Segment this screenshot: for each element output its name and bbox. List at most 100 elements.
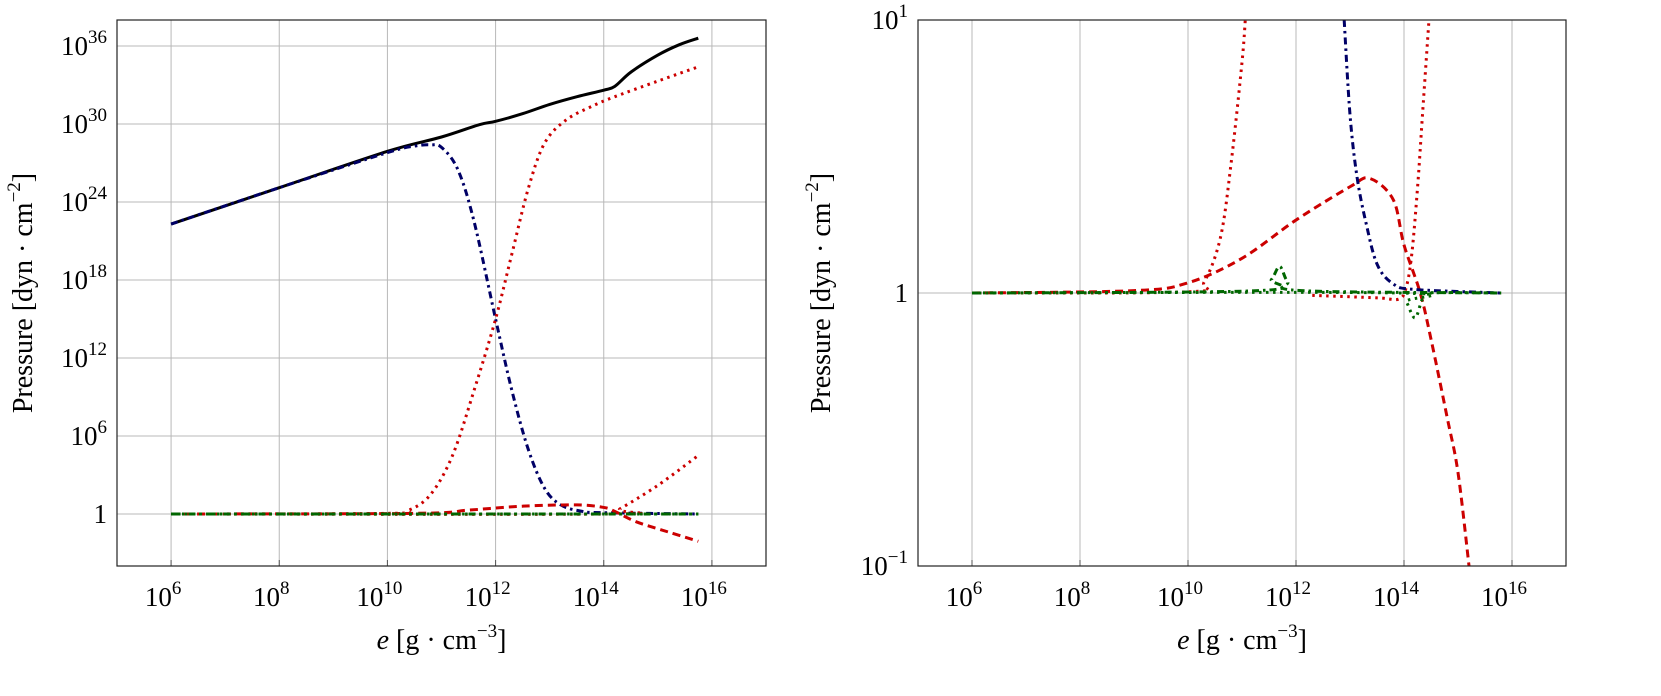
x-tick-label: 108 <box>1054 578 1091 612</box>
tick-base: 1 <box>94 499 108 529</box>
tick-base: 1 <box>895 278 909 308</box>
series-red-dotted <box>171 65 699 516</box>
tick-exponent: 1 <box>899 1 909 22</box>
x-label-close: ] <box>497 625 506 656</box>
y-tick-label: 1030 <box>61 105 107 139</box>
tick-exponent: 16 <box>708 578 727 599</box>
y-axis-label: Pressure [dyn · cm−2] <box>802 173 837 413</box>
x-tick-label: 1010 <box>356 578 402 612</box>
tick-exponent: 18 <box>88 261 107 282</box>
series-red-dotted <box>971 20 1247 295</box>
y-tick-label: 106 <box>71 417 108 451</box>
x-label-unit: [g · cm <box>396 625 477 656</box>
tick-base: 10 <box>1481 582 1508 612</box>
tick-base: 10 <box>465 582 492 612</box>
x-label-var: e <box>1177 625 1196 656</box>
x-tick-label: 106 <box>145 578 182 612</box>
tick-exponent: 36 <box>88 27 107 48</box>
x-tick-label: 1014 <box>1373 578 1420 612</box>
series-group <box>170 36 700 543</box>
tick-base: 10 <box>71 421 98 451</box>
x-axis-label: e [g · cm−3] <box>377 621 507 656</box>
x-tick-label: 108 <box>253 578 290 612</box>
series-green-dashdot <box>971 265 1502 295</box>
tick-exponent: 8 <box>1081 578 1091 599</box>
x-label-exp: −3 <box>477 621 497 642</box>
tick-base: 10 <box>573 582 600 612</box>
tick-exponent: 24 <box>88 183 108 204</box>
tick-exponent: 8 <box>280 578 290 599</box>
tick-base: 10 <box>61 187 88 217</box>
series-green-dotted <box>971 290 1502 320</box>
tick-base: 10 <box>1373 582 1400 612</box>
tick-base: 10 <box>61 343 88 373</box>
y-label-exp: −2 <box>4 182 25 202</box>
series-group <box>971 20 1502 566</box>
tick-exponent: 30 <box>88 105 107 126</box>
y-tick-label: 101 <box>872 1 909 35</box>
tick-exponent: 10 <box>383 578 402 599</box>
tick-base: 10 <box>145 582 172 612</box>
y-axis-label: Pressure [dyn · cm−2] <box>4 173 39 413</box>
tick-base: 10 <box>61 265 88 295</box>
tick-base: 10 <box>356 582 383 612</box>
tick-base: 10 <box>1054 582 1081 612</box>
y-label-text: Pressure [dyn · cm <box>8 202 39 413</box>
tick-exponent: 10 <box>1184 578 1203 599</box>
tick-exponent: 12 <box>492 578 511 599</box>
tick-exponent: 12 <box>1292 578 1311 599</box>
x-tick-label: 1014 <box>573 578 620 612</box>
series-black-solid <box>170 36 699 226</box>
y-tick-label: 1018 <box>61 261 107 295</box>
tick-base: 10 <box>61 109 88 139</box>
x-tick-label: 1010 <box>1157 578 1203 612</box>
tick-exponent: 6 <box>98 417 108 438</box>
tick-exponent: 14 <box>600 578 620 599</box>
y-tick-label: 1 <box>94 499 108 529</box>
tick-base: 10 <box>681 582 708 612</box>
x-label-var: e <box>377 625 396 656</box>
tick-base: 10 <box>1157 582 1184 612</box>
tick-exponent: 14 <box>1400 578 1420 599</box>
tick-exponent: −1 <box>888 547 908 568</box>
y-tick-label: 10−1 <box>861 547 908 581</box>
x-label-exp: −3 <box>1277 621 1297 642</box>
chart-1: 106 108 1010 1012 1014 1016110610121018102410… <box>4 19 767 656</box>
series-blue-dashdot <box>170 143 699 516</box>
series-red-dotted <box>1312 20 1431 302</box>
y-label-close: ] <box>8 173 39 182</box>
series-red-dashed <box>171 503 699 543</box>
x-label-unit: [g · cm <box>1197 625 1278 656</box>
tick-base: 10 <box>872 5 899 35</box>
y-tick-label: 1024 <box>61 183 108 217</box>
y-tick-label: 1 <box>895 278 909 308</box>
tick-exponent: 6 <box>172 578 182 599</box>
x-tick-label: 1016 <box>1481 578 1527 612</box>
plot-frame <box>917 19 1567 567</box>
tick-exponent: 12 <box>88 339 107 360</box>
x-axis-label: e [g · cm−3] <box>1177 621 1307 656</box>
tick-exponent: 16 <box>1508 578 1527 599</box>
x-tick-label: 1012 <box>465 578 511 612</box>
y-label-exp: −2 <box>802 182 823 202</box>
tick-exponent: 6 <box>973 578 983 599</box>
tick-base: 10 <box>61 31 88 61</box>
y-label-close: ] <box>806 173 837 182</box>
x-tick-label: 106 <box>946 578 983 612</box>
y-tick-label: 1012 <box>61 339 107 373</box>
tick-base: 10 <box>946 582 973 612</box>
series-red-dashed <box>971 176 1471 566</box>
y-label-text: Pressure [dyn · cm <box>806 202 837 413</box>
plot-frame <box>116 19 767 567</box>
series-red-dotted <box>171 454 700 516</box>
tick-base: 10 <box>253 582 280 612</box>
x-tick-label: 1016 <box>681 578 727 612</box>
x-tick-label: 1012 <box>1265 578 1311 612</box>
tick-base: 10 <box>861 551 888 581</box>
tick-base: 10 <box>1265 582 1292 612</box>
series-blue-dashdot <box>1342 20 1502 295</box>
y-tick-label: 1036 <box>61 27 107 61</box>
x-label-close: ] <box>1298 625 1307 656</box>
